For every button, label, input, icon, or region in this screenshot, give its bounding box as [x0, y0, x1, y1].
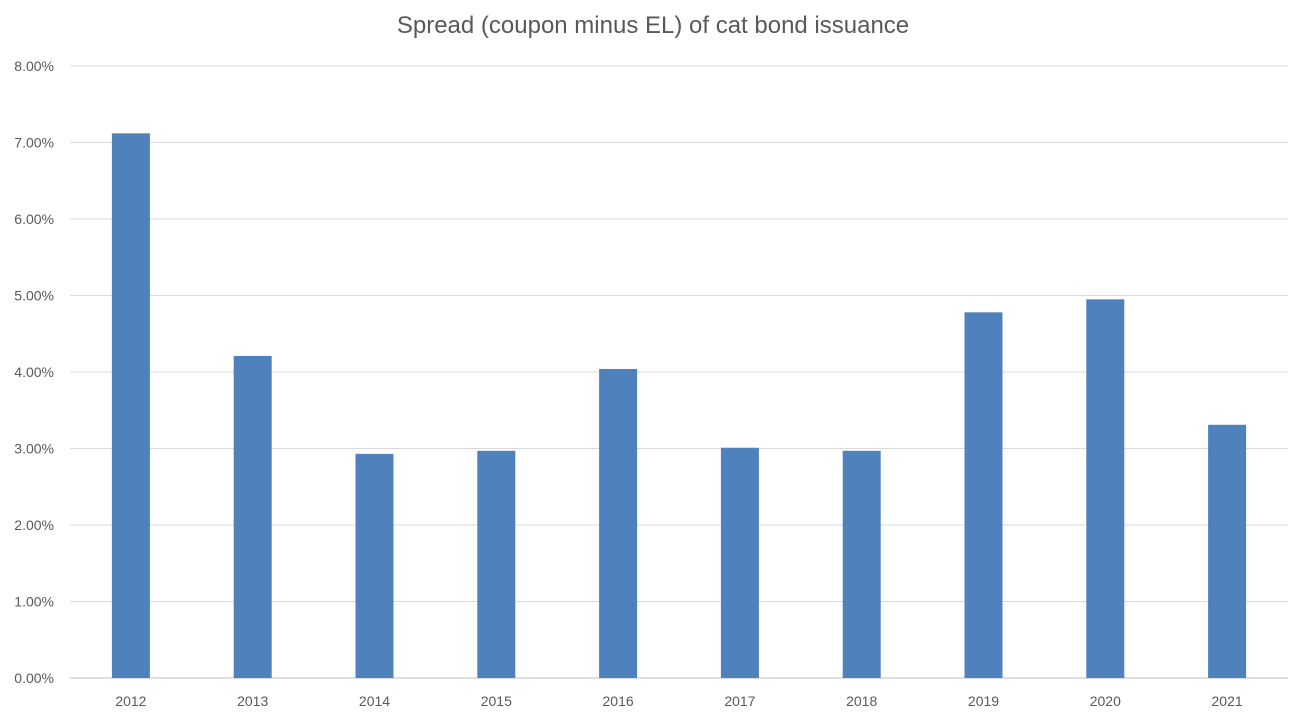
bar-2019	[964, 312, 1003, 678]
chart-title: Spread (coupon minus EL) of cat bond iss…	[397, 12, 909, 39]
x-tick-label: 2012	[115, 693, 146, 709]
y-tick-label: 1.00%	[14, 594, 54, 610]
x-tick-label: 2014	[359, 693, 390, 709]
y-tick-label: 3.00%	[14, 441, 54, 457]
x-axis: 2012 2013 2014 2015 2016 2017 2018 2019 2020 2021	[115, 693, 1243, 709]
bar-2014	[355, 453, 394, 678]
y-tick-label: 2.00%	[14, 517, 54, 533]
x-tick-label: 2019	[968, 693, 999, 709]
bar-2021	[1208, 424, 1247, 678]
bar-2016	[599, 368, 638, 678]
bar-2018	[842, 450, 881, 678]
bar-2013	[233, 355, 272, 678]
y-axis: 0.00% 1.00% 2.00% 3.00% 4.00% 5.00% 6.00% 7.00%…	[14, 58, 54, 686]
x-tick-label: 2018	[846, 693, 877, 709]
bars	[111, 133, 1247, 678]
y-tick-label: 0.00%	[14, 670, 54, 686]
x-tick-label: 2020	[1090, 693, 1121, 709]
y-tick-label: 6.00%	[14, 211, 54, 227]
bar-2020	[1086, 299, 1125, 678]
y-tick-label: 4.00%	[14, 364, 54, 380]
bar-2017	[720, 447, 759, 678]
x-tick-label: 2016	[603, 693, 634, 709]
y-tick-label: 8.00%	[14, 58, 54, 74]
bar-2015	[477, 450, 516, 678]
gridlines	[70, 65, 1288, 679]
x-tick-label: 2017	[724, 693, 755, 709]
x-tick-label: 2021	[1212, 693, 1243, 709]
y-tick-label: 5.00%	[14, 288, 54, 304]
x-tick-label: 2013	[237, 693, 268, 709]
x-tick-label: 2015	[481, 693, 512, 709]
bar-2012	[111, 133, 150, 678]
y-tick-label: 7.00%	[14, 135, 54, 151]
